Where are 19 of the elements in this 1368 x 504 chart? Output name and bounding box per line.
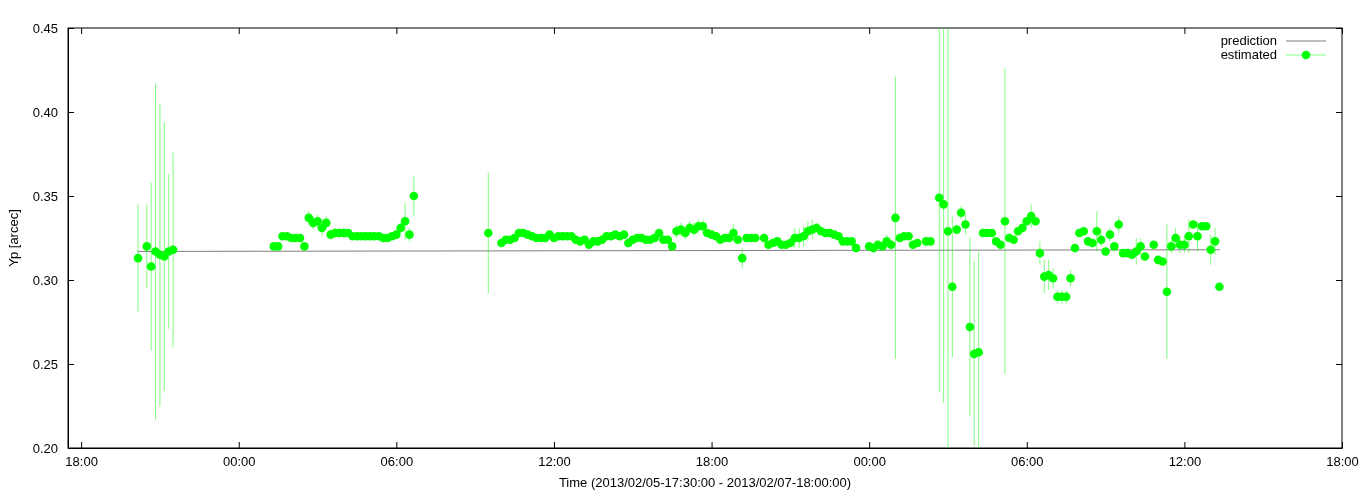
x-tick-label: 00:00 <box>853 454 886 470</box>
y-tick-label: 0.25 <box>32 356 58 372</box>
legend-label: estimated <box>1220 47 1277 63</box>
x-tick-label: 06:00 <box>380 454 414 470</box>
x-tick-label: 18:00 <box>65 454 98 470</box>
x-axis-title: Time (2013/02/05-17:30:00 - 2013/02/07-18:00:00) <box>558 475 852 490</box>
y-tick-label: 0.35 <box>32 188 58 204</box>
y-axis-title: Yp [arcec] <box>5 209 21 267</box>
x-tick-label: 06:00 <box>1011 454 1044 470</box>
x-tick-label: 18:00 <box>1326 454 1359 470</box>
x-tick-label: 00:00 <box>222 454 256 470</box>
legend-label: prediction <box>1220 33 1277 49</box>
x-tick-label: 12:00 <box>538 454 571 470</box>
y-tick-label: 0.45 <box>32 20 58 36</box>
x-tick-label: 12:00 <box>1168 454 1202 470</box>
y-tick-label: 0.20 <box>32 440 58 456</box>
x-tick-label: 18:00 <box>695 454 729 470</box>
y-tick-label: 0.40 <box>32 104 58 120</box>
y-tick-label: 0.30 <box>32 272 58 288</box>
